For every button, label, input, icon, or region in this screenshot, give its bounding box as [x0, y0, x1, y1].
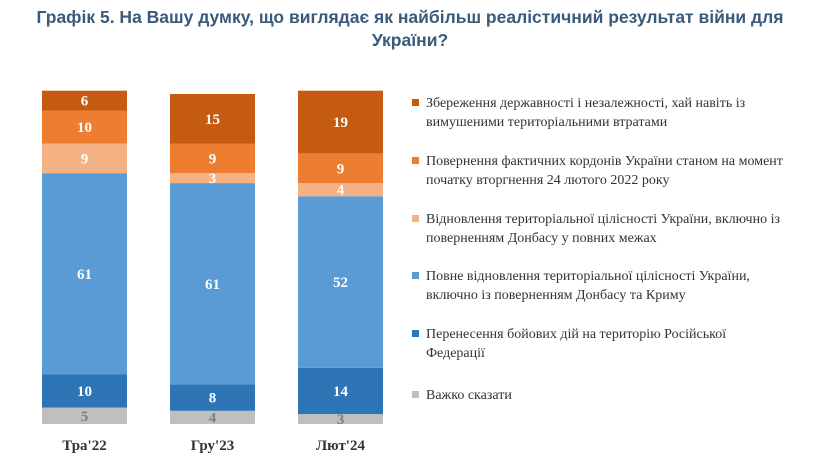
legend-swatch [412, 157, 419, 164]
bar-segment [298, 183, 383, 197]
bar-segment [42, 90, 127, 111]
bar-segment [298, 196, 383, 368]
data-label: 3 [209, 171, 217, 187]
legend-label: Повне відновлення територіальної цілісно… [426, 269, 750, 303]
bar-segment [170, 143, 255, 174]
bar-segment [170, 384, 255, 411]
legend-label: Повернення фактичних кордонів України ст… [426, 154, 783, 188]
legend-label: Перенесення бойових дій на територію Рос… [426, 327, 726, 361]
bar-segment [42, 374, 127, 408]
category-labels: Тра'22 Гру'23 Лют'24 [62, 438, 365, 454]
data-label: 15 [205, 112, 220, 128]
bar-segment [42, 143, 127, 174]
data-label: 10 [77, 384, 92, 400]
legend-swatch [412, 215, 419, 222]
data-label: 4 [209, 410, 217, 426]
data-label: 3 [337, 412, 345, 428]
data-label: 9 [81, 151, 89, 167]
data-label: 52 [333, 275, 348, 291]
bar-segment [298, 90, 383, 154]
bar-segment [42, 110, 127, 144]
legend-swatch [412, 99, 419, 106]
bar-segment [42, 173, 127, 375]
category-label: Тра'22 [62, 438, 106, 454]
category-label: Лют'24 [316, 438, 365, 454]
data-label: 8 [209, 391, 217, 407]
bar-segment [298, 367, 383, 415]
data-label: 9 [337, 161, 345, 177]
legend-label: Збереження державності і незалежності, х… [426, 96, 746, 130]
bar-segment [298, 153, 383, 184]
data-label: 61 [77, 267, 92, 283]
legend-label: Відновлення територіальної цілісності Ук… [426, 212, 780, 246]
bar-segment [170, 94, 255, 144]
data-label: 9 [209, 151, 217, 167]
bar-segment [42, 407, 127, 424]
data-label: 4 [337, 183, 345, 199]
data-label: 6 [81, 94, 89, 110]
data-label: 14 [333, 384, 349, 400]
bar-segment [298, 414, 383, 424]
legend: Збереження державності і незалежності, х… [412, 96, 783, 403]
data-label: 19 [333, 115, 348, 131]
data-label: 5 [81, 409, 89, 425]
category-label: Гру'23 [191, 438, 234, 454]
legend-swatch [412, 330, 419, 337]
bars-group: 5 10 61 9 10 6 4 8 61 3 9 15 3 14 52 4 9 19 [42, 90, 383, 428]
bar-segment [170, 410, 255, 424]
legend-swatch [412, 272, 419, 279]
data-label: 10 [77, 120, 92, 136]
chart-title: Графік 5. На Вашу думку, що виглядає як … [36, 7, 784, 50]
legend-label: Важко сказати [426, 388, 512, 403]
data-label: 61 [205, 277, 220, 293]
legend-swatch [412, 391, 419, 398]
bar-segment [170, 183, 255, 385]
bar-segment [170, 173, 255, 184]
